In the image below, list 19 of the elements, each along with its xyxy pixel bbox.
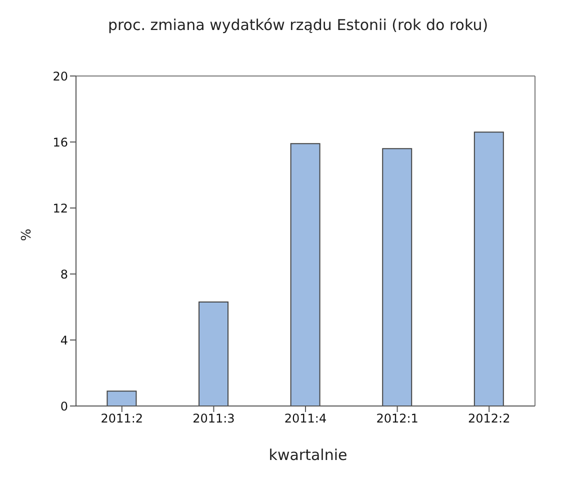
x-tick-label: 2012:2 xyxy=(468,412,510,426)
x-tick-label: 2011:3 xyxy=(192,412,235,426)
x-axis-title: kwartalnie xyxy=(268,446,348,464)
x-tick-label: 2011:2 xyxy=(100,412,144,426)
chart-title: proc. zmiana wydatków rządu Estonii (rok do roku) xyxy=(106,15,490,36)
y-tick-label: 4 xyxy=(60,333,68,348)
y-tick-label: 20 xyxy=(52,69,68,84)
x-tick-label: 2012:1 xyxy=(376,412,418,426)
bar xyxy=(290,143,320,406)
y-tick-label: 16 xyxy=(52,135,68,150)
bar xyxy=(198,302,229,406)
y-axis-title: % xyxy=(20,228,35,241)
bar xyxy=(382,148,412,406)
y-tick-label: 0 xyxy=(60,399,68,414)
bar xyxy=(474,132,504,406)
x-tick-label: 2011:4 xyxy=(284,412,327,426)
bar xyxy=(106,390,137,406)
y-tick-label: 8 xyxy=(60,267,68,282)
y-tick-label: 12 xyxy=(52,201,68,216)
